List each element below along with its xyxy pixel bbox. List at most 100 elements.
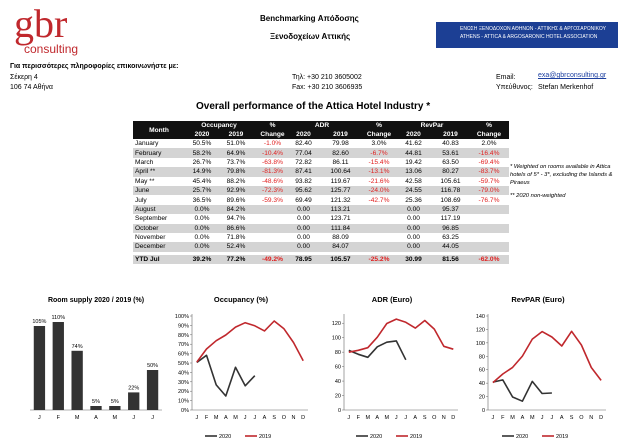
table-cell: 26.7% xyxy=(192,158,212,166)
x-tick-label: F xyxy=(501,415,505,421)
x-tick-label: J xyxy=(195,415,198,421)
table-row: August 0.0% 84.2% xyxy=(133,204,292,215)
table-cell: -10.4% xyxy=(253,148,292,158)
year-header: 2019 xyxy=(322,130,359,139)
table-title: ADR xyxy=(285,121,359,130)
table-cell: 63.50 xyxy=(442,158,459,166)
table-row: March 26.7% 73.7% -63.8% xyxy=(133,158,292,167)
table-cell: -6.7% xyxy=(359,148,399,158)
table-cell: -83.7% xyxy=(469,167,509,177)
table-row: 13.06 80.27 -83.7% xyxy=(395,167,509,177)
table-cell: 77.2% xyxy=(219,251,253,265)
table-cell: -81.3% xyxy=(253,167,292,177)
month-cell: December xyxy=(133,242,185,254)
table-cell: 39.2% xyxy=(185,251,219,265)
x-tick-label: S xyxy=(570,415,574,421)
table-row: 30.99 81.56 -62.0% xyxy=(395,251,509,265)
table-row: November 0.0% 71.8% xyxy=(133,233,292,242)
table-row: 44.81 53.61 -16.4% xyxy=(395,148,509,158)
table-title: RevPar xyxy=(395,121,469,130)
table-cell: 0.00 xyxy=(395,242,432,254)
year-header: 2019 xyxy=(432,130,469,139)
series-line xyxy=(492,379,552,402)
x-tick-label: J xyxy=(38,415,41,421)
x-tick-label: N xyxy=(589,415,593,421)
bar xyxy=(33,326,46,410)
table-cell: 41.62 xyxy=(405,140,422,148)
table-row: 0.00 84.07 xyxy=(285,242,399,254)
table-cell: 0.0% xyxy=(185,223,219,233)
x-tick-label: J xyxy=(253,415,256,421)
year-header: 2020 xyxy=(395,130,432,139)
x-tick-label: S xyxy=(272,415,276,421)
data-label: 5% xyxy=(92,399,100,405)
bar xyxy=(128,392,140,410)
association-logo: ΕΝΩΣΗ ΞΕΝΟΔΟΧΩΝ ΑΘΗΝΩΝ - ΑΤΤΙΚΗΣ & ΑΡΓΟΣ… xyxy=(436,22,618,48)
table-cell: 24.55 xyxy=(395,185,432,196)
empty-cell xyxy=(253,223,292,233)
empty-cell xyxy=(469,233,509,242)
month-cell: YTD Jul xyxy=(133,251,185,265)
table-cell: -49.2% xyxy=(253,251,292,265)
header-row: 2020 2019 Change xyxy=(285,130,399,139)
table-title: Occupancy xyxy=(185,121,253,130)
x-tick-label: S xyxy=(423,415,427,421)
table-cell: 95.37 xyxy=(432,204,469,215)
table-cell: 80.27 xyxy=(432,167,469,177)
logo: gbr xyxy=(14,1,68,46)
y-tick-label: 40 xyxy=(479,381,485,387)
table-cell: 121.32 xyxy=(330,196,351,204)
note: ** 2020 non-weighted xyxy=(510,193,566,199)
empty-cell xyxy=(253,204,292,215)
x-tick-label: F xyxy=(205,415,209,421)
x-tick-label: M xyxy=(233,415,238,421)
table-row: 24.55 116.78 -79.0% xyxy=(395,185,509,196)
y-tick-label: 100 xyxy=(476,341,485,347)
table-cell: 0.00 xyxy=(285,242,322,254)
table-row: 77.04 82.60 -6.7% xyxy=(285,148,399,158)
table-cell: -15.4% xyxy=(368,158,390,166)
empty-cell xyxy=(359,214,399,223)
y-tick-label: 40% xyxy=(178,370,189,376)
table-cell: 19.42 xyxy=(405,158,422,166)
x-tick-label: J xyxy=(347,415,350,421)
x-tick-label: D xyxy=(599,415,603,421)
table-row: 0.00 113.21 xyxy=(285,204,399,215)
header-title: Benchmarking Απόδοσης xyxy=(260,14,359,23)
series-line xyxy=(492,330,602,384)
x-tick-label: M xyxy=(384,415,389,421)
year-header: 2019 xyxy=(219,130,253,139)
table-row: 72.82 86.11 -15.4% xyxy=(285,158,399,167)
email[interactable]: exa@gbrconsulting.gr xyxy=(538,72,607,79)
table-row: 0.00 44.05 xyxy=(395,242,509,254)
change-header: % xyxy=(253,121,292,130)
table-cell: 3.0% xyxy=(371,140,387,148)
month-cell: May ** xyxy=(135,177,155,185)
month-cell: April ** xyxy=(133,167,185,177)
y-tick-label: 70% xyxy=(178,342,189,348)
table-cell: -25.2% xyxy=(359,251,399,265)
table-cell: 88.09 xyxy=(332,234,349,242)
x-tick-label: A xyxy=(375,415,379,421)
table-cell: 50.5% xyxy=(192,140,212,148)
series-line xyxy=(348,340,407,361)
email-label: Email: xyxy=(496,74,516,81)
header-row: 2020 2019 Change xyxy=(133,130,292,139)
month-cell: November xyxy=(135,234,166,242)
x-tick-label: J xyxy=(151,415,154,421)
table-cell: 0.00 xyxy=(297,234,310,242)
x-tick-label: O xyxy=(579,415,584,421)
table-cell: 0.00 xyxy=(297,215,310,223)
table-row: 25.36 108.69 -76.7% xyxy=(395,195,509,204)
header-row: 2020 2019 Change xyxy=(395,130,509,139)
table-cell: 51.0% xyxy=(226,140,246,148)
y-tick-label: 20 xyxy=(479,395,485,401)
table-cell: 89.6% xyxy=(226,196,246,204)
table-cell: 44.81 xyxy=(395,148,432,158)
table-cell: -16.4% xyxy=(469,148,509,158)
x-tick-label: J xyxy=(551,415,554,421)
table-cell: 95.62 xyxy=(285,185,322,196)
logo-sub: consulting xyxy=(24,42,79,56)
table-cell: 72.82 xyxy=(295,158,312,166)
person: Stefan Merkenhof xyxy=(538,84,594,91)
